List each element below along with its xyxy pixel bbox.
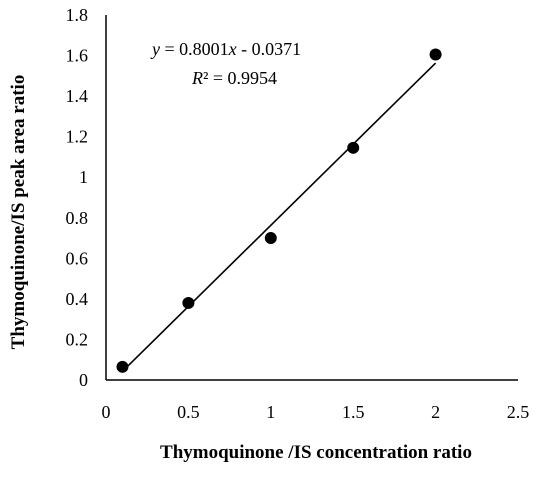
data-points xyxy=(116,48,442,373)
x-axis-title: Thymoquinone /IS concentration ratio xyxy=(160,442,472,463)
y-tick-label: 0.4 xyxy=(66,289,89,309)
trendline xyxy=(121,62,437,372)
data-point xyxy=(264,232,277,245)
x-tick-label: 0 xyxy=(102,402,111,422)
r-squared-symbol: R xyxy=(191,68,203,88)
y-tick-label: 1.6 xyxy=(66,46,89,66)
y-tick-label: 1.2 xyxy=(66,127,89,147)
axes xyxy=(105,15,518,381)
trendline-line xyxy=(121,62,437,372)
y-tick-label: 0 xyxy=(79,370,88,390)
x-tick-label: 0.5 xyxy=(177,402,200,422)
equation-x-symbol: x xyxy=(228,39,237,59)
x-tick-label: 1.5 xyxy=(342,402,365,422)
y-tick-label: 0.2 xyxy=(66,329,89,349)
equation-intercept: - 0.0371 xyxy=(237,39,302,59)
x-tick-label: 1 xyxy=(266,402,275,422)
y-tick-label: 1 xyxy=(79,167,88,187)
r-squared: R² = 0.9954 xyxy=(191,68,277,88)
data-point xyxy=(429,48,442,61)
x-tick-label: 2 xyxy=(431,402,440,422)
y-tick-labels: 0 0.2 0.4 0.6 0.8 1 1.2 1.4 1.6 1.8 xyxy=(66,5,89,390)
y-tick-label: 0.8 xyxy=(66,208,89,228)
y-tick-label: 1.8 xyxy=(66,5,89,25)
regression-equation: y = 0.8001x - 0.0371 xyxy=(150,39,301,59)
r-squared-value: ² = 0.9954 xyxy=(203,68,277,88)
data-point xyxy=(347,141,360,154)
y-tick-label: 1.4 xyxy=(66,86,89,106)
y-tick-label: 0.6 xyxy=(66,248,89,268)
data-point xyxy=(182,296,195,309)
x-tick-labels: 0 0.5 1 1.5 2 2.5 xyxy=(102,402,530,422)
data-point xyxy=(116,360,129,373)
x-tick-label: 2.5 xyxy=(507,402,530,422)
equation-slope: = 0.8001 xyxy=(160,39,229,59)
y-axis-title: Thymoquinone/IS peak area ratio xyxy=(8,75,29,350)
equation-y-symbol: y xyxy=(150,39,160,59)
